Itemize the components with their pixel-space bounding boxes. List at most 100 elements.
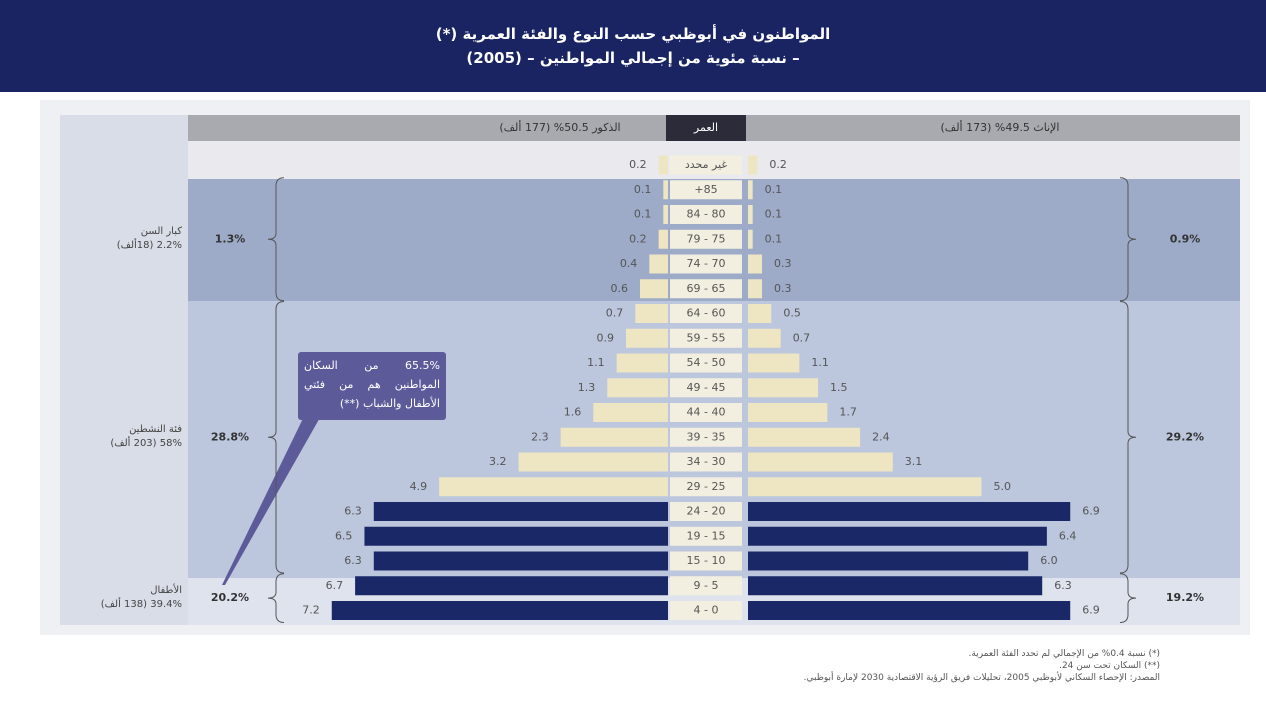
- age-cell: [670, 427, 742, 447]
- age-cell: [670, 328, 742, 348]
- bar-male: [658, 155, 668, 175]
- value-label: 6.9: [1082, 505, 1100, 518]
- value-label: 3.2: [489, 455, 507, 468]
- age-cell: [670, 601, 742, 620]
- value-label: 0.9: [596, 331, 614, 344]
- bar-female: [748, 180, 753, 200]
- group-label: الأطفال 39.4% (138 ألف): [40, 584, 182, 612]
- age-cell: [670, 526, 742, 546]
- value-label: 6.3: [344, 505, 362, 518]
- legend-male: الذكور 50.5% (177 ألف): [499, 120, 620, 134]
- age-cell: [670, 477, 742, 497]
- value-label: 0.2: [769, 158, 787, 171]
- age-label: 70 - 74: [687, 257, 726, 270]
- brace-left: [267, 177, 285, 302]
- value-label: 6.3: [1054, 579, 1072, 592]
- value-label: 1.7: [839, 406, 857, 419]
- group-female: 0.9%: [1170, 232, 1201, 245]
- bar-male: [616, 353, 668, 373]
- age-cell: [670, 378, 742, 398]
- value-label: 0.1: [765, 232, 783, 245]
- value-label: 6.3: [344, 554, 362, 567]
- age-cell: [670, 502, 742, 521]
- bar-female: [748, 403, 828, 422]
- value-label: 6.5: [335, 529, 353, 542]
- age-label: 55 - 59: [687, 331, 726, 344]
- bar-male: [331, 601, 668, 620]
- value-label: 0.2: [629, 232, 647, 245]
- bar-female: [748, 477, 982, 497]
- bar-male: [663, 205, 668, 224]
- age-cell: [670, 279, 742, 299]
- age-cell: [670, 254, 742, 274]
- age-cell: [670, 551, 742, 571]
- group-name: فئة النشطين: [129, 424, 182, 436]
- value-label: 1.6: [564, 406, 582, 419]
- age-cell: [670, 576, 742, 596]
- value-label: 1.1: [811, 356, 829, 369]
- age-header-box: [666, 115, 746, 141]
- bar-female: [748, 155, 758, 175]
- age-label: 20 - 24: [687, 505, 726, 518]
- age-label: 85+: [694, 183, 717, 196]
- value-label: 5.0: [994, 480, 1012, 493]
- age-label: 0 - 4: [694, 604, 719, 617]
- value-label: 0.1: [634, 208, 652, 221]
- value-label: 1.5: [830, 381, 848, 394]
- brace-right: [1119, 177, 1137, 302]
- bar-female: [748, 254, 763, 274]
- age-label: 65 - 69: [687, 282, 726, 295]
- age-cell: [670, 304, 742, 323]
- bar-female: [748, 279, 763, 299]
- bar-female: [748, 304, 772, 323]
- bar-male: [364, 526, 668, 546]
- group-share: 2.2% (18ألف): [116, 240, 182, 252]
- value-label: 6.9: [1082, 604, 1100, 617]
- age-cell: [670, 353, 742, 373]
- age-label: 15 - 19: [687, 529, 726, 542]
- group-male: 20.2%: [211, 591, 249, 604]
- value-label: 3.1: [905, 455, 923, 468]
- group-name: كبار السن: [140, 226, 182, 238]
- group-female: 29.2%: [1166, 430, 1204, 443]
- group-share: 58% (203 ألف): [110, 438, 182, 450]
- title-block: المواطنون في أبوظبي حسب النوع والفئة الع…: [0, 22, 1266, 70]
- value-label: 2.4: [872, 430, 890, 443]
- bar-male: [373, 551, 668, 571]
- age-label: 50 - 54: [687, 356, 726, 369]
- bar-female: [748, 378, 819, 398]
- value-label: 0.5: [783, 307, 801, 320]
- bar-female: [748, 601, 1071, 620]
- value-label: 0.2: [629, 158, 647, 171]
- bar-female: [748, 551, 1029, 571]
- value-label: 0.3: [774, 282, 792, 295]
- annotation: 65.5% من السكان المواطنين هم من فئتي الأ…: [304, 359, 440, 410]
- age-label: 5 - 9: [694, 579, 719, 592]
- footnotes: (*) نسبة 0.4% من الإجمالي لم تحدد الفئة …: [500, 648, 1160, 684]
- footnote: (**) السكان تحت سن 24.: [1059, 661, 1160, 671]
- age-cell: [670, 403, 742, 422]
- age-cell: [670, 205, 742, 224]
- value-label: 0.1: [765, 208, 783, 221]
- age-header: العمر: [693, 121, 718, 134]
- bar-male: [373, 502, 668, 521]
- bar-male: [649, 254, 668, 274]
- bar-female: [748, 353, 800, 373]
- callout-box: [298, 352, 446, 420]
- brace-left: [267, 301, 285, 574]
- age-label: 25 - 29: [687, 480, 726, 493]
- bar-female: [748, 502, 1071, 521]
- age-label: 40 - 44: [687, 406, 726, 419]
- brace-right: [1119, 301, 1137, 574]
- value-label: 2.3: [531, 430, 549, 443]
- age-label: 60 - 64: [687, 307, 726, 320]
- value-label: 1.3: [578, 381, 596, 394]
- age-label: 35 - 39: [687, 430, 726, 443]
- bar-female: [748, 229, 753, 249]
- age-cell: [670, 155, 742, 175]
- value-label: 6.0: [1040, 554, 1058, 567]
- title-band: [0, 0, 1266, 92]
- bar-male: [439, 477, 668, 497]
- group-share: 39.4% (138 ألف): [100, 599, 182, 611]
